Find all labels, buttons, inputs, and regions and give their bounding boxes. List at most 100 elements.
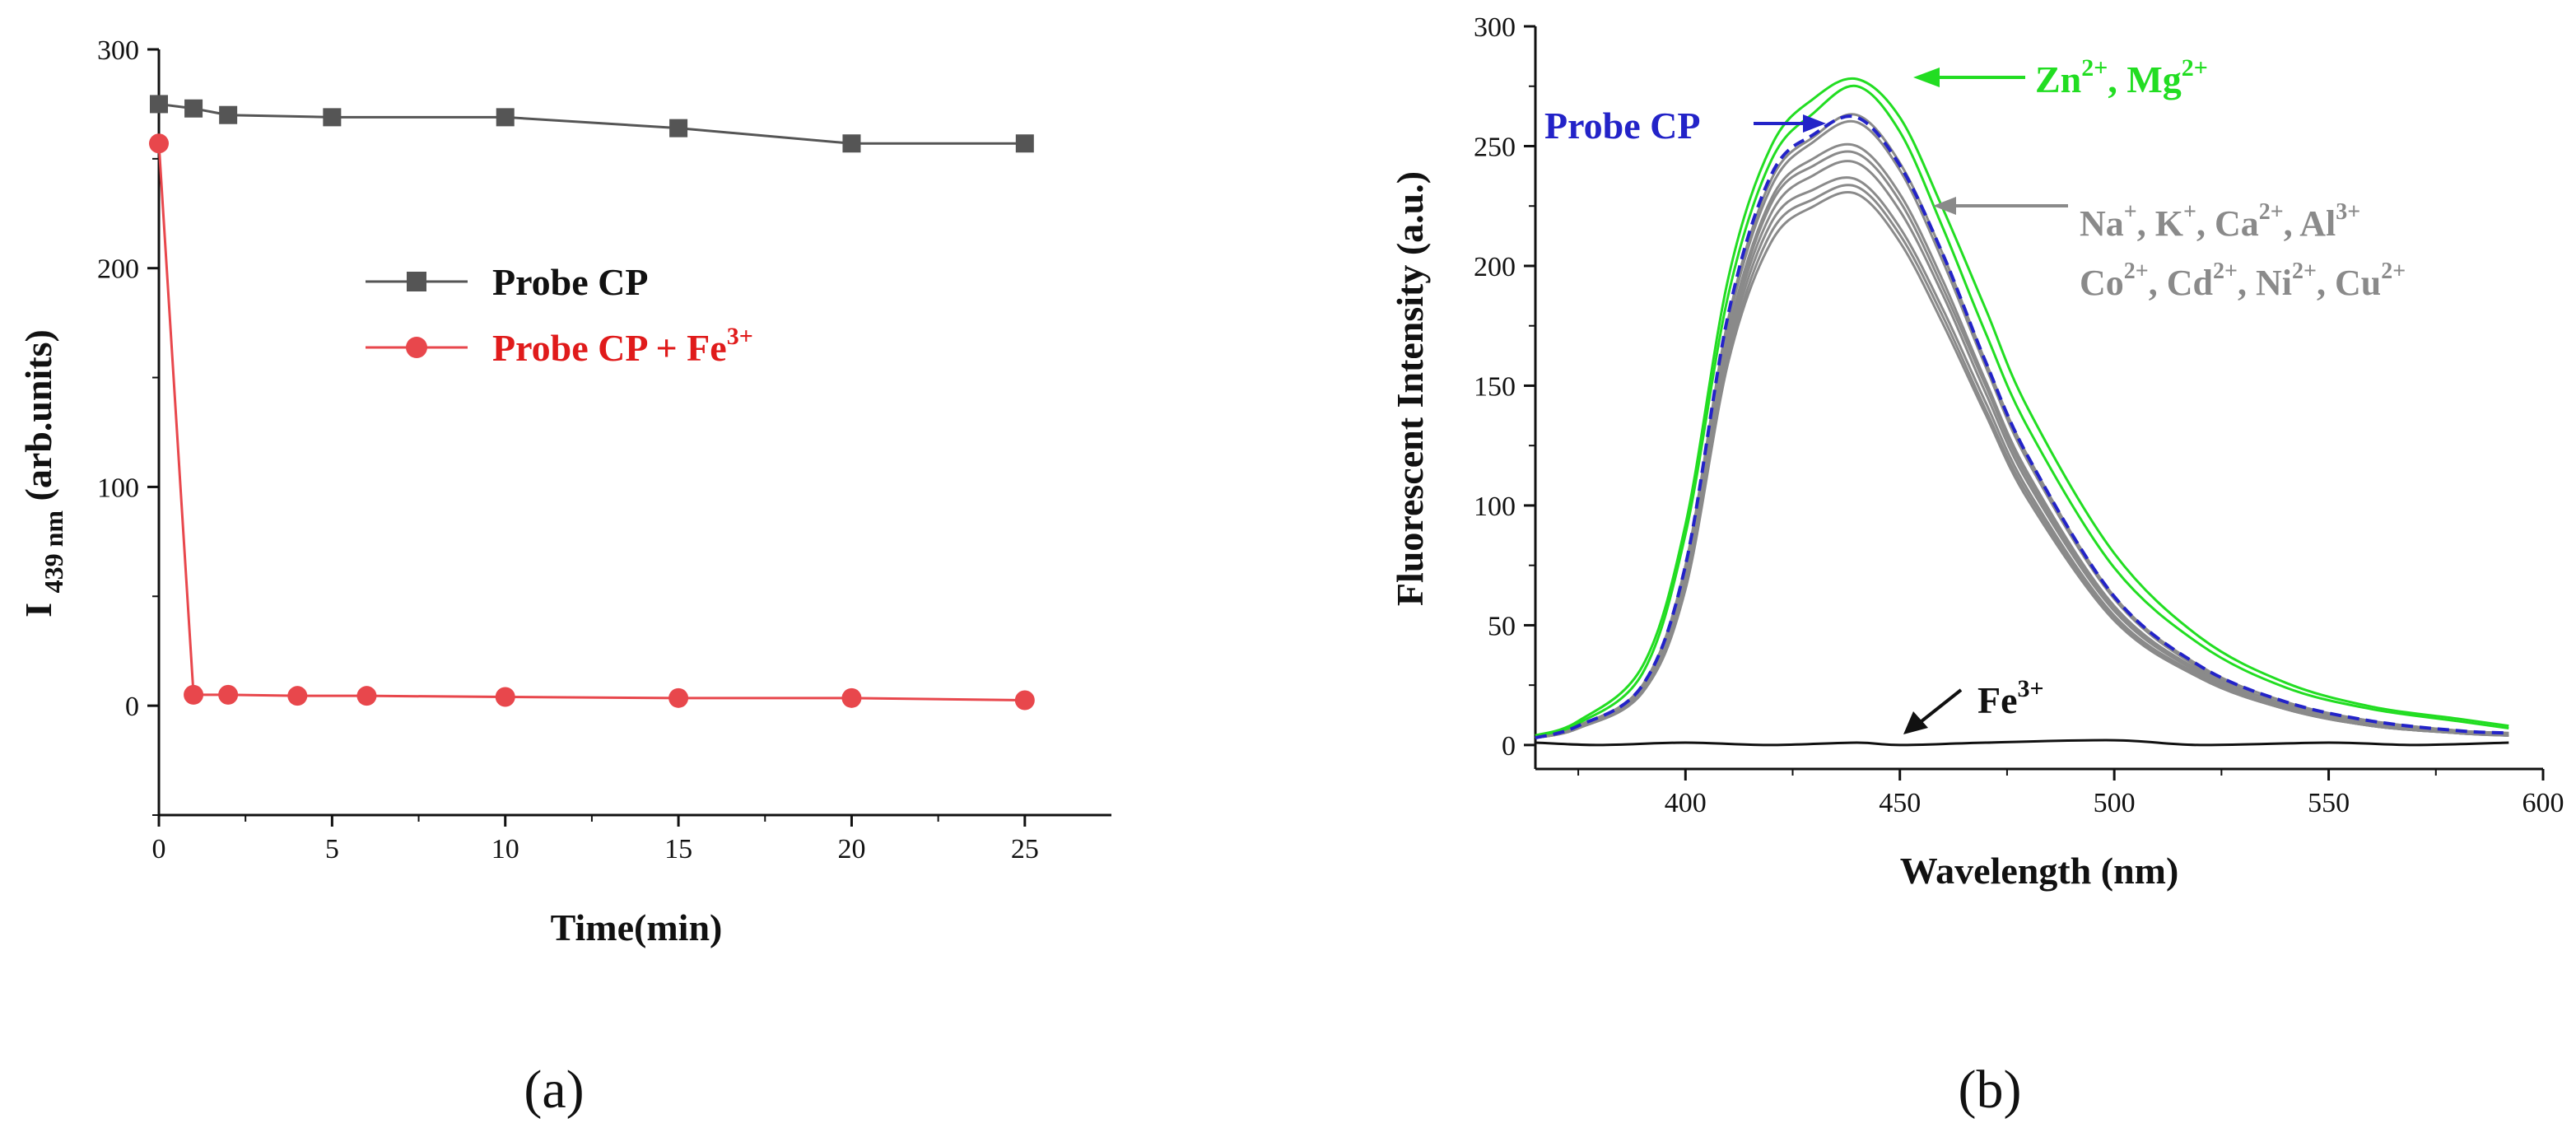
data-point-probe-cp: [496, 108, 515, 127]
panel-a-x-tick-label: 0: [152, 834, 166, 864]
panel-b-x-tick-label: 400: [1665, 788, 1707, 818]
ions1-p1: +: [2124, 199, 2137, 225]
ions2-p5: 2+: [2292, 259, 2317, 284]
spectrum-line-zn2: [1535, 77, 2509, 737]
annotation-probe-cp: Probe CP: [1544, 105, 1826, 147]
panel-b-y-ticks: 0 50 100 150 200 250 300: [1474, 12, 1535, 762]
panel-a-y-label-unit: (arb.units): [17, 329, 59, 501]
spectrum-line-cu2: [1535, 191, 2509, 739]
panel-a-label: (a): [524, 1060, 584, 1120]
data-point-probe-cp-fe-3: [149, 133, 169, 154]
panel-a-y-tick-label: 0: [125, 692, 139, 722]
annotation-other-ions-arrowhead: [1933, 197, 1956, 215]
ions1-p4: , Ca: [2196, 203, 2259, 244]
ions1-p0: Na: [2080, 203, 2124, 244]
panel-a-y-label-main: I: [17, 603, 59, 617]
panel-a-y-tick-label: 300: [97, 35, 139, 66]
annotation-probe-cp-text: Probe CP: [1544, 105, 1701, 147]
legend-label-probe-cp: Probe CP: [492, 261, 649, 303]
annotation-other-ions-line1: Na+, K+, Ca2+, Al3+: [2080, 199, 2360, 244]
data-point-probe-cp-fe-3: [841, 687, 862, 708]
spectrum-line-ca2: [1535, 142, 2509, 739]
annotation-zn-mg-arrowhead: [1913, 68, 1940, 87]
data-point-probe-cp-fe-3: [356, 686, 377, 706]
annotation-fe-text: Fe3+: [1977, 675, 2044, 721]
annotation-other-ions-line2: Co2+, Cd2+, Ni2+, Cu2+: [2080, 259, 2406, 303]
data-point-probe-cp: [219, 105, 238, 124]
legend-label-probe-cp-fe: Probe CP + Fe3+: [492, 323, 753, 369]
zn-mg-part-2: , Mg: [2108, 58, 2181, 100]
panel-b-x-tick-label: 550: [2308, 788, 2350, 818]
panel-b-y-tick-label: 150: [1474, 371, 1516, 402]
spectrum-line-cd2: [1535, 176, 2509, 739]
data-point-probe-cp-fe-3: [495, 687, 515, 707]
annotation-fe-arrow-line: [1920, 688, 1963, 723]
panel-a-y-label-sub: 439 nm: [39, 510, 68, 594]
data-point-probe-cp-fe-3: [1014, 690, 1035, 711]
data-point-probe-cp: [669, 119, 688, 137]
panel-a-x-tick-label: 15: [664, 834, 692, 864]
legend-label-probe-cp-fe-main: Probe CP + Fe: [492, 327, 727, 369]
panel-b-y-axis-title: Fluorescent Intensity (a.u.): [1389, 171, 1431, 606]
zn-mg-part-1: 2+: [2081, 54, 2108, 82]
ions2-p6: , Cu: [2317, 263, 2381, 303]
panel-b-chart: 400 450 500 550 600 0 50 100 150 200 250 300 Wavel…: [1389, 12, 2564, 1120]
ions1-p5: 2+: [2259, 199, 2284, 225]
ions1-p6: , Al: [2284, 203, 2336, 244]
data-point-probe-cp: [150, 95, 168, 114]
panel-a-chart: 0 5 10 15 20 25 0 100 200 300 Time(min) I 439 nm…: [17, 35, 1111, 1120]
panel-b-y-tick-label: 250: [1474, 132, 1516, 162]
ions2-p4: , Ni: [2238, 263, 2292, 303]
spectrum-line-mg2: [1535, 84, 2509, 737]
panel-b-x-ticks: 400 450 500 550 600: [1577, 769, 2564, 818]
ions1-p2: , K: [2137, 203, 2183, 244]
panel-b-axes: [1534, 26, 2543, 771]
panel-a-axes: [157, 49, 1111, 817]
panel-a-x-ticks: 0 5 10 15 20 25: [152, 815, 1039, 864]
panel-b-y-tick-label: 100: [1474, 492, 1516, 522]
panel-b-y-tick-label: 200: [1474, 252, 1516, 282]
zn-mg-part-3: 2+: [2182, 54, 2208, 82]
series-line-probe-cp: [158, 102, 1025, 145]
annotation-other-ions: Na+, K+, Ca2+, Al3+ Co2+, Cd2+, Ni2+, Cu…: [1933, 197, 2406, 303]
panel-b-series: [1535, 77, 2509, 747]
legend-label-probe-cp-fe-sup: 3+: [727, 323, 753, 350]
panel-b-label: (b): [1959, 1060, 2022, 1120]
panel-a-y-axis-title: I 439 nm (arb.units): [17, 329, 68, 617]
ions1-p7: 3+: [2336, 199, 2360, 225]
data-point-probe-cp-fe-3: [218, 684, 239, 705]
panel-b-y-tick-label: 300: [1474, 12, 1516, 43]
data-point-probe-cp: [184, 99, 203, 118]
annotation-zn-mg: Zn2+, Mg2+: [1913, 54, 2208, 100]
data-point-probe-cp: [323, 108, 342, 127]
panel-b-y-tick-label: 50: [1488, 611, 1516, 641]
data-point-probe-cp: [842, 134, 861, 153]
spectrum-line-probe-cp: [1535, 114, 2509, 740]
spectrum-line-fe3: [1535, 739, 2509, 747]
data-point-probe-cp-fe-3: [184, 684, 204, 705]
panel-a-x-axis-title: Time(min): [551, 906, 723, 948]
panel-a-series: [149, 95, 1035, 711]
legend-marker-probe-cp-fe: [406, 337, 427, 358]
annotation-probe-cp-arrowhead: [1803, 114, 1826, 133]
fe-part-0: Fe: [1977, 679, 2018, 721]
series-line-probe-cp-fe-3: [157, 143, 1025, 701]
ions2-p3: 2+: [2213, 259, 2238, 284]
panel-a-x-tick-label: 20: [837, 834, 865, 864]
fe-part-1: 3+: [2018, 675, 2044, 702]
panel-b-x-axis-title: Wavelength (nm): [1900, 850, 2179, 892]
ions2-p2: , Cd: [2149, 263, 2213, 303]
spectrum-line-na: [1535, 113, 2509, 739]
data-point-probe-cp: [1015, 134, 1034, 153]
annotation-zn-mg-text: Zn2+, Mg2+: [2035, 54, 2208, 100]
panel-b-x-tick-label: 500: [2094, 788, 2136, 818]
annotation-fe-arrowhead: [1903, 711, 1928, 734]
annotation-fe: Fe3+: [1903, 675, 2044, 734]
ions2-p7: 2+: [2381, 259, 2406, 284]
ions2-p0: Co: [2080, 263, 2124, 303]
legend-marker-probe-cp: [407, 272, 426, 291]
ions2-p1: 2+: [2124, 259, 2149, 284]
panel-a-y-tick-label: 100: [97, 473, 139, 503]
panel-a-x-tick-label: 25: [1011, 834, 1039, 864]
